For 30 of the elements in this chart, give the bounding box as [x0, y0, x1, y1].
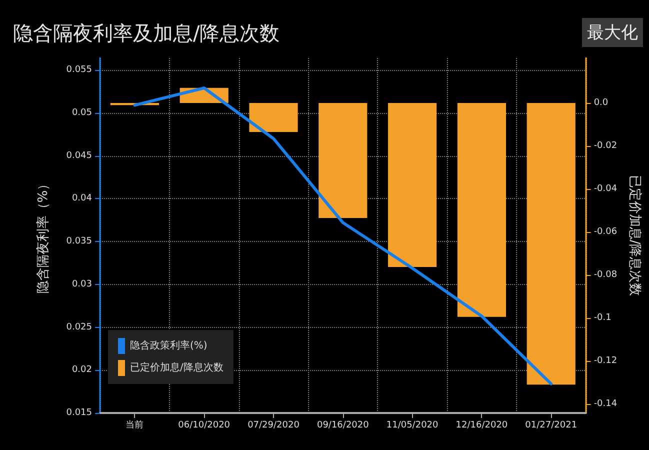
y-tick-label: 0.015 — [66, 408, 92, 418]
y2-axis-title: 已定价加息/降息次数 — [627, 174, 642, 296]
y-tick-label: 0.055 — [66, 65, 92, 76]
y-axis-title: 隐含隔夜利率（%） — [35, 177, 51, 294]
legend-label: 隐含政策利率(%) — [130, 340, 208, 352]
y2-tick-label: -0.1 — [594, 312, 612, 323]
y2-tick-label: -0.02 — [594, 140, 618, 151]
x-tick-label: 11/05/2020 — [386, 420, 439, 430]
x-tick-label: 01/27/2021 — [525, 420, 578, 430]
y-tick-label: 0.04 — [72, 194, 92, 204]
legend-label: 已定价加息/降息次数 — [130, 362, 224, 374]
x-tick-label: 12/16/2020 — [456, 420, 508, 430]
x-tick-label: 09/16/2020 — [316, 420, 370, 430]
y2-tick-label: -0.08 — [594, 270, 618, 280]
y2-tick-label: -0.12 — [594, 356, 618, 366]
chart-title: 隐含隔夜利率及加息/降息次数 — [13, 21, 280, 45]
y-tick-label: 0.045 — [66, 150, 92, 161]
y-tick-label: 0.025 — [66, 322, 92, 332]
y-tick-label: 0.05 — [72, 108, 92, 118]
x-tick-label: 06/10/2020 — [178, 420, 230, 430]
x-tick-label: 07/29/2020 — [248, 420, 300, 430]
maximize-button: 最大化 — [582, 18, 643, 47]
x-tick-label: 当前 — [126, 420, 144, 430]
y2-tick-label: -0.06 — [594, 226, 618, 237]
y-tick-label: 0.02 — [72, 365, 92, 376]
y-tick-label: 0.035 — [66, 236, 92, 246]
y2-tick-label: -0.04 — [594, 184, 618, 194]
y-tick-label: 0.03 — [72, 279, 92, 290]
y2-tick-label: -0.14 — [594, 398, 618, 409]
y2-tick-label: 0.0 — [594, 98, 608, 108]
